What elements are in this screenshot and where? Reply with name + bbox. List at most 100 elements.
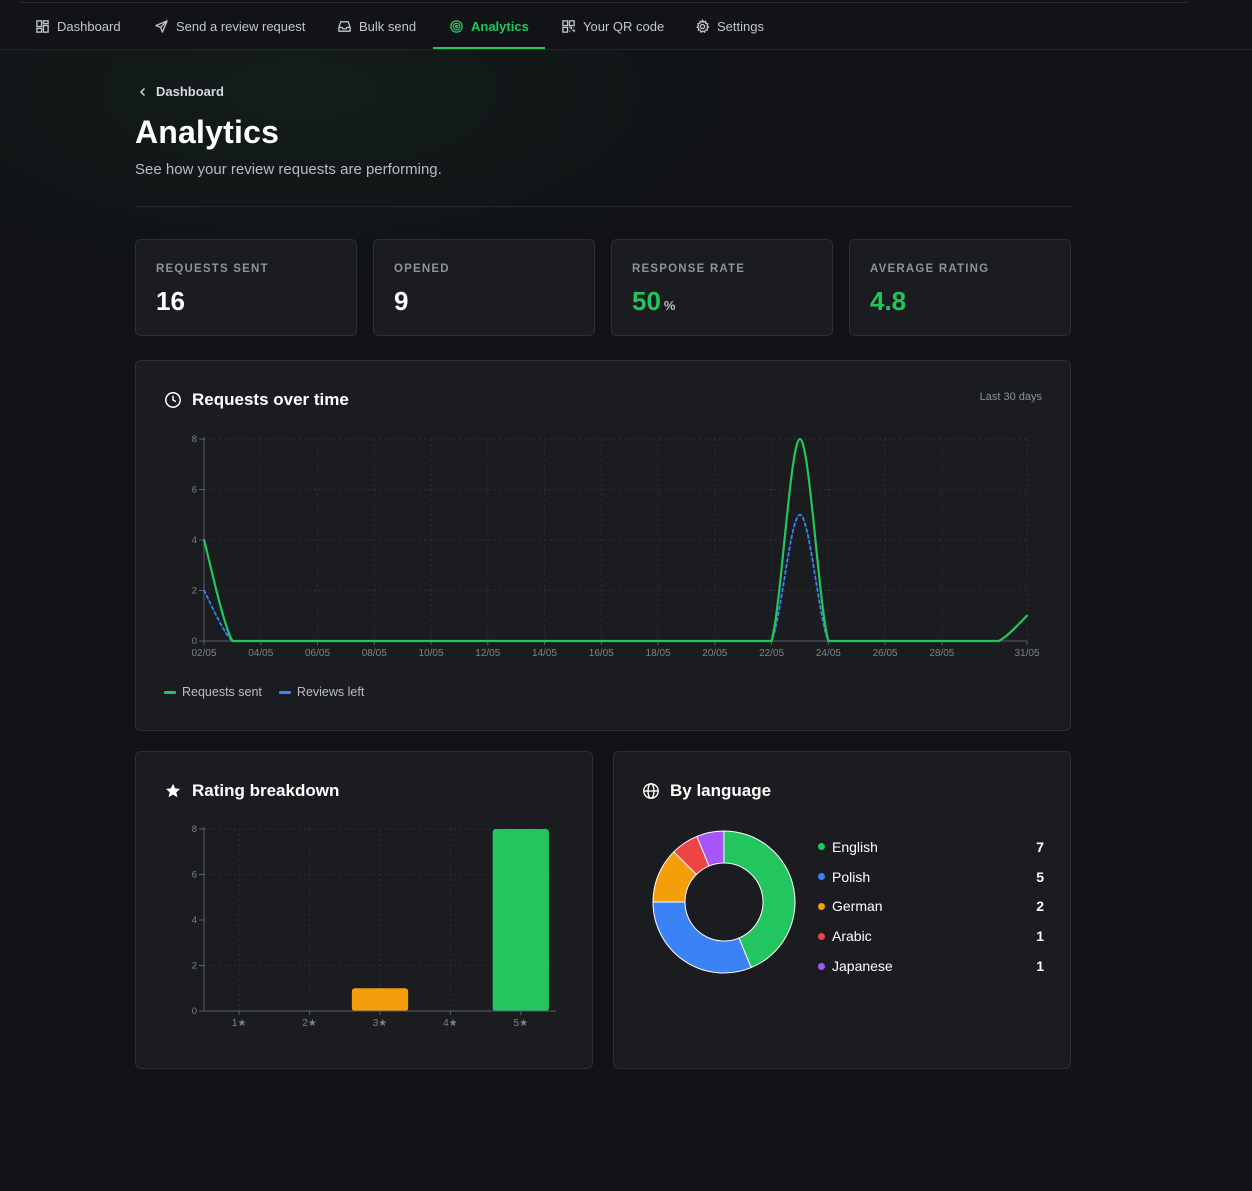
x-tick-label: 12/05 bbox=[475, 648, 500, 659]
page-subtitle: See how your review requests are perform… bbox=[135, 161, 442, 178]
breadcrumb-label: Dashboard bbox=[156, 84, 224, 99]
series-line-reviews-left bbox=[203, 513, 1028, 642]
card-title: By language bbox=[642, 781, 771, 801]
y-tick-label: 6 bbox=[192, 870, 197, 881]
language-count: 5 bbox=[1036, 868, 1044, 885]
x-tick-label: 31/05 bbox=[1014, 648, 1039, 659]
y-tick-label: 2 bbox=[192, 961, 197, 972]
grid-icon bbox=[36, 19, 49, 33]
series-line-requests-sent bbox=[202, 437, 1029, 643]
stat-value: 50% bbox=[632, 286, 675, 317]
x-tick-label: 3★ bbox=[373, 1018, 388, 1029]
donut-slice-english bbox=[723, 830, 796, 969]
y-tick-label: 4 bbox=[192, 535, 197, 546]
rating-breakdown-card: Rating breakdown 0 2 4 6 8 1★ 2★ 3★ 4★ 5★ bbox=[135, 751, 593, 1069]
x-tick-label: 02/05 bbox=[191, 648, 216, 659]
language-row: English 7 bbox=[818, 832, 1044, 862]
breadcrumb-back[interactable]: Dashboard bbox=[137, 84, 224, 99]
rating-bar-chart: 0 2 4 6 8 1★ 2★ 3★ 4★ 5★ bbox=[192, 824, 556, 1029]
language-name: Polish bbox=[832, 868, 871, 885]
donut-slice-polish bbox=[652, 901, 752, 974]
nav-item-analytics[interactable]: Analytics bbox=[449, 3, 529, 49]
legend-label: Reviews left bbox=[296, 685, 365, 699]
card-title: Requests over time bbox=[164, 390, 349, 410]
stat-value: 4.8 bbox=[870, 286, 906, 317]
x-tick-label: 26/05 bbox=[873, 648, 898, 659]
language-dot bbox=[818, 902, 825, 910]
nav-label: Send a review request bbox=[176, 18, 306, 34]
language-count: 7 bbox=[1036, 838, 1044, 855]
nav-item-dashboard[interactable]: Dashboard bbox=[35, 3, 121, 49]
nav-item-qr-code[interactable]: Your QR code bbox=[561, 3, 664, 49]
stat-number: 16 bbox=[156, 286, 185, 316]
language-row: Japanese 1 bbox=[818, 951, 1044, 981]
nav-item-bulk-send[interactable]: Bulk send bbox=[337, 3, 416, 49]
language-count: 1 bbox=[1036, 928, 1044, 945]
stat-card-opened: OPENED 9 bbox=[373, 239, 595, 336]
y-tick-label: 0 bbox=[192, 636, 197, 647]
chart-legend: Requests sent Reviews left bbox=[164, 685, 381, 699]
legend-swatch bbox=[278, 690, 291, 694]
chart-grid bbox=[204, 438, 1027, 641]
legend-item-reviews-left[interactable]: Reviews left bbox=[278, 685, 365, 699]
language-name: English bbox=[832, 838, 878, 855]
stat-value: 16 bbox=[156, 286, 185, 317]
bar-3-star bbox=[351, 988, 409, 1011]
legend-label: Requests sent bbox=[182, 685, 262, 699]
stat-label: AVERAGE RATING bbox=[870, 263, 990, 275]
language-row: German 2 bbox=[818, 892, 1044, 922]
x-tick-label: 1★ bbox=[232, 1018, 247, 1029]
requests-over-time-card: Requests over time Last 30 days 0 2 4 6 8 02/… bbox=[135, 360, 1071, 731]
language-dot bbox=[818, 932, 825, 940]
x-tick-label: 08/05 bbox=[362, 648, 387, 659]
legend-item-requests-sent[interactable]: Requests sent bbox=[164, 685, 262, 699]
language-row: Polish 5 bbox=[818, 862, 1044, 892]
donut-slice-japanese bbox=[696, 830, 725, 867]
stat-value: 9 bbox=[394, 286, 408, 317]
x-tick-label: 10/05 bbox=[419, 648, 444, 659]
top-divider bbox=[20, 2, 1188, 3]
stat-card-requests-sent: REQUESTS SENT 16 bbox=[135, 239, 357, 336]
card-title-text: Rating breakdown bbox=[192, 781, 340, 800]
nav-item-settings[interactable]: Settings bbox=[695, 3, 764, 49]
nav-item-send-request[interactable]: Send a review request bbox=[154, 3, 305, 49]
card-title-text: Requests over time bbox=[192, 390, 349, 409]
target-icon bbox=[450, 19, 463, 33]
stat-number: 9 bbox=[394, 286, 409, 316]
language-count: 1 bbox=[1036, 958, 1044, 975]
language-name: German bbox=[832, 898, 883, 915]
language-legend: English 7 Polish 5 German 2 Arabic 1 Japanese 1 bbox=[818, 832, 1044, 981]
inbox-icon bbox=[338, 20, 351, 32]
language-name: Arabic bbox=[832, 928, 872, 945]
active-tab-indicator bbox=[433, 47, 545, 49]
y-tick-label: 8 bbox=[192, 824, 197, 835]
y-tick-label: 2 bbox=[192, 586, 197, 597]
y-tick-label: 6 bbox=[192, 485, 197, 496]
top-nav: Dashboard Send a review request Bulk sen… bbox=[0, 3, 1252, 50]
x-tick-label: 28/05 bbox=[929, 648, 954, 659]
by-language-card: By language English 7 Polish 5 German 2 Arabic… bbox=[613, 751, 1071, 1069]
x-tick-label: 5★ bbox=[514, 1018, 529, 1029]
stat-number: 50 bbox=[632, 286, 661, 316]
qr-icon bbox=[562, 19, 575, 33]
chevron-left-icon bbox=[140, 87, 145, 96]
language-count: 2 bbox=[1036, 898, 1044, 915]
y-tick-label: 0 bbox=[192, 1006, 197, 1017]
nav-label: Settings bbox=[717, 18, 764, 34]
x-tick-label: 06/05 bbox=[305, 648, 330, 659]
gear-icon bbox=[696, 18, 710, 33]
nav-label: Dashboard bbox=[57, 18, 121, 34]
nav-label: Bulk send bbox=[359, 18, 417, 34]
stat-card-average-rating: AVERAGE RATING 4.8 bbox=[849, 239, 1071, 336]
requests-line-chart: 0 2 4 6 8 02/05 04/05 06/05 08/05 10/05 12/05 14/05… bbox=[191, 434, 1039, 659]
x-tick-label: 24/05 bbox=[816, 648, 841, 659]
page-title: Analytics bbox=[135, 114, 280, 150]
nav-label: Your QR code bbox=[583, 18, 665, 34]
bar-5-star bbox=[492, 829, 549, 1011]
send-icon bbox=[155, 19, 168, 33]
x-tick-label: 18/05 bbox=[646, 648, 671, 659]
card-title: Rating breakdown bbox=[164, 781, 339, 801]
x-tick-label: 14/05 bbox=[532, 648, 557, 659]
clock-icon bbox=[165, 392, 181, 408]
header-divider bbox=[135, 206, 1071, 207]
